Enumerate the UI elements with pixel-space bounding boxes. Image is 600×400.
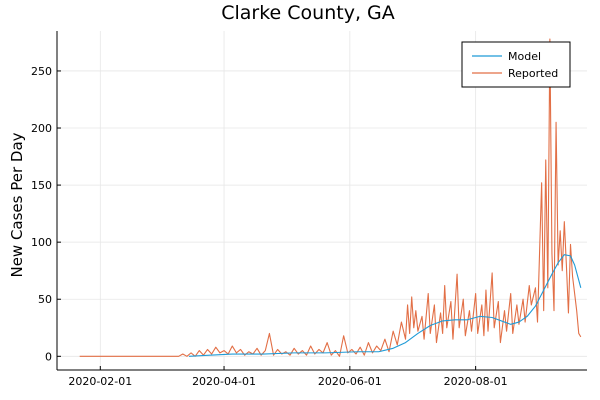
x-tick-label: 2020-04-01 bbox=[192, 375, 256, 388]
x-tick-label: 2020-08-01 bbox=[444, 375, 508, 388]
legend: Model Reported bbox=[461, 41, 571, 88]
x-tick-label: 2020-02-01 bbox=[68, 375, 132, 388]
y-tick-label: 150 bbox=[31, 179, 52, 192]
legend-label-reported: Reported bbox=[508, 67, 558, 80]
y-tick-label: 250 bbox=[31, 65, 52, 78]
series-line-reported bbox=[79, 38, 582, 357]
y-tick-label: 0 bbox=[45, 350, 52, 363]
y-tick-label: 50 bbox=[38, 293, 52, 306]
y-tick-label: 100 bbox=[31, 236, 52, 249]
series-line-model bbox=[188, 254, 582, 357]
y-axis-label: New Cases Per Day bbox=[8, 132, 26, 277]
grid bbox=[57, 31, 587, 370]
legend-box bbox=[461, 41, 571, 88]
legend-label-model: Model bbox=[508, 50, 541, 63]
x-tick-label: 2020-06-01 bbox=[318, 375, 382, 388]
axes bbox=[56, 31, 587, 371]
series-group bbox=[79, 38, 582, 357]
chart-title: Clarke County, GA bbox=[221, 2, 395, 24]
y-tick-label: 200 bbox=[31, 122, 52, 135]
tick-labels: 0 50 100 150 200 250 2020-02-01 2020-04-01 2020-… bbox=[31, 65, 508, 388]
